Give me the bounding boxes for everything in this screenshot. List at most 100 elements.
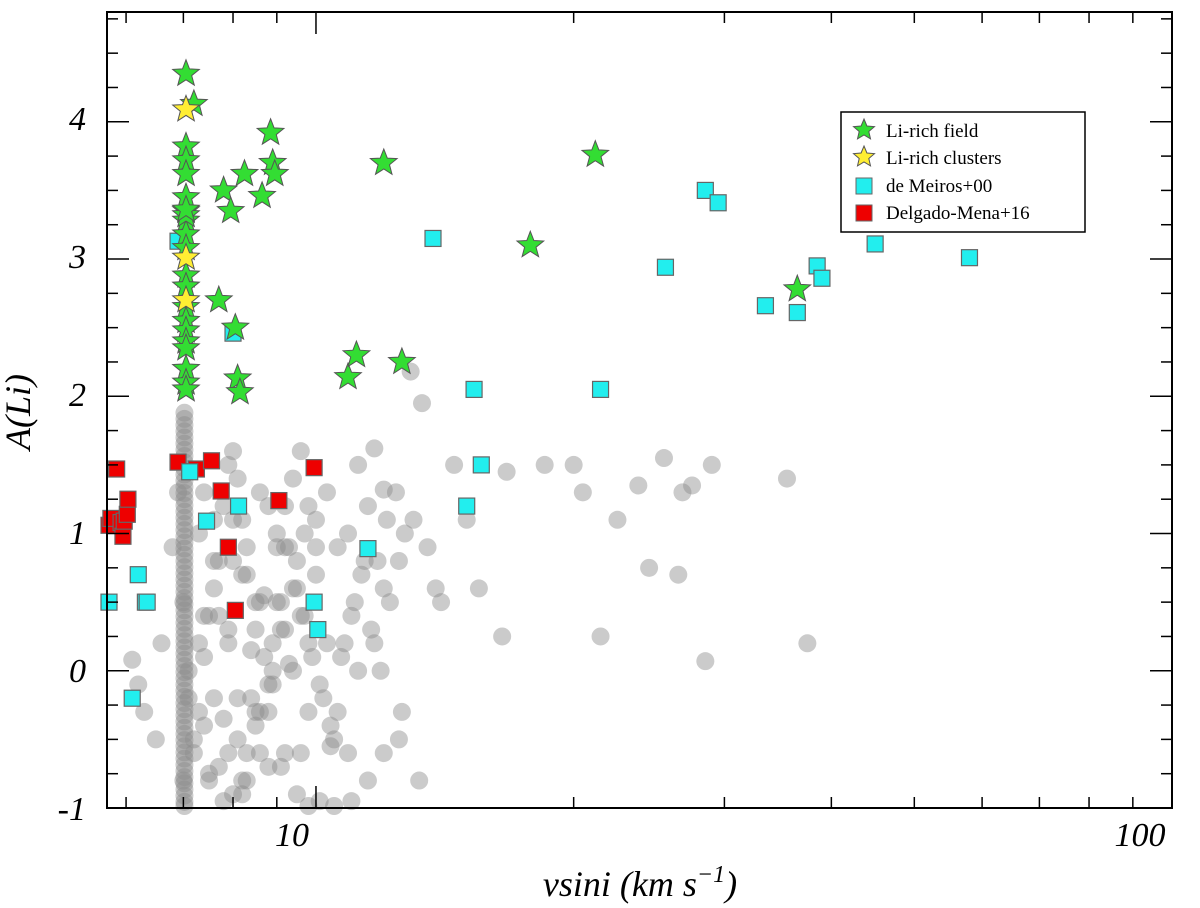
background-point [295,524,314,543]
de-meiros-point [813,269,831,287]
background-point [175,681,194,700]
background-point [175,687,194,706]
background-point [352,565,371,584]
background-point [175,675,194,694]
background-point [209,551,228,570]
de-meiros-point [960,249,979,267]
x-tick-labels: 10 100 [275,817,1166,854]
background-point [209,606,228,625]
li-rich-field-points [171,58,812,405]
background-point [175,656,194,675]
y-tick-label: -1 [58,791,86,828]
background-point [204,579,223,598]
li-rich-field-point [171,58,201,87]
background-point [250,593,269,612]
de-meiros-point [229,497,248,515]
background-point [175,576,194,595]
background-point [299,634,318,653]
delgado-mena-point [212,482,230,500]
de-meiros-point [309,620,327,639]
delgado-mena-point [305,459,323,477]
li-rich-field-point [369,147,399,176]
background-point [174,593,193,612]
background-point [175,786,194,805]
background-point [345,593,364,612]
li-rich-field-point [333,361,363,390]
de-meiros-point [591,380,610,399]
background-point [228,730,247,749]
y-tick-label: 0 [69,653,86,690]
background-point [175,694,194,713]
y-tick-label: 2 [69,377,86,414]
background-point [267,524,286,543]
background-point [358,497,377,516]
li-rich-field-point [782,273,812,302]
background-point [291,744,310,763]
background-point [179,689,198,708]
background-point [287,785,306,804]
background-point [175,607,194,626]
li-rich-field-point [515,229,546,258]
background-point [175,774,194,793]
background-point [175,416,194,435]
background-point [175,403,194,422]
background-point [432,593,451,612]
de-meiros-point [788,303,806,322]
background-point [175,477,194,496]
de-meiros-point [424,229,442,248]
background-point [175,768,194,787]
background-point [702,455,721,474]
background-point [195,483,214,502]
background-point [263,634,282,653]
legend-label-delgado-mena: Delgado-Mena+16 [886,203,1030,224]
li-rich-field-point [171,194,201,223]
background-point [392,702,411,721]
x-tick-label: 100 [1115,817,1166,854]
legend-label-li-rich-field: Li-rich field [886,121,979,142]
background-point [175,496,194,515]
background-point [175,792,194,811]
background-point [669,565,688,584]
background-point [195,648,214,667]
background-point [299,497,318,516]
background-point [175,749,194,768]
background-point [267,593,286,612]
legend: Li-rich field Li-rich clusters de Meiros… [840,111,1086,233]
background-point [469,579,488,598]
background-point [175,490,194,509]
background-point [175,632,194,651]
background-point [175,613,194,632]
background-point [349,455,368,474]
background-point [640,558,659,577]
background-point [380,593,399,612]
background-point [263,661,282,680]
background-point [412,394,431,413]
x-axis-title: vsini (km s−1) [543,862,737,904]
background-point [673,483,692,502]
li-rich-clusters-point [171,242,201,271]
background-point [365,634,384,653]
background-point [303,648,322,667]
background-point [246,593,265,612]
li-rich-field-point [225,376,255,405]
star-icon [852,144,876,167]
background-point [237,565,256,584]
background-point [163,538,182,557]
background-point [237,538,256,557]
background-point [135,702,154,721]
background-point [175,570,194,589]
background-point [175,484,194,503]
background-point [175,718,194,737]
legend-label-li-rich-clusters: Li-rich clusters [886,148,1002,169]
background-point [777,469,796,488]
de-meiros-point [138,593,156,611]
background-point [175,797,194,815]
background-point [233,510,252,529]
delgado-mena-point [219,538,237,556]
delgado-mena-point [114,527,132,545]
background-point [200,606,219,625]
background-point [184,744,203,763]
background-point [342,792,361,811]
background-point [175,527,194,546]
background-point [152,634,171,653]
